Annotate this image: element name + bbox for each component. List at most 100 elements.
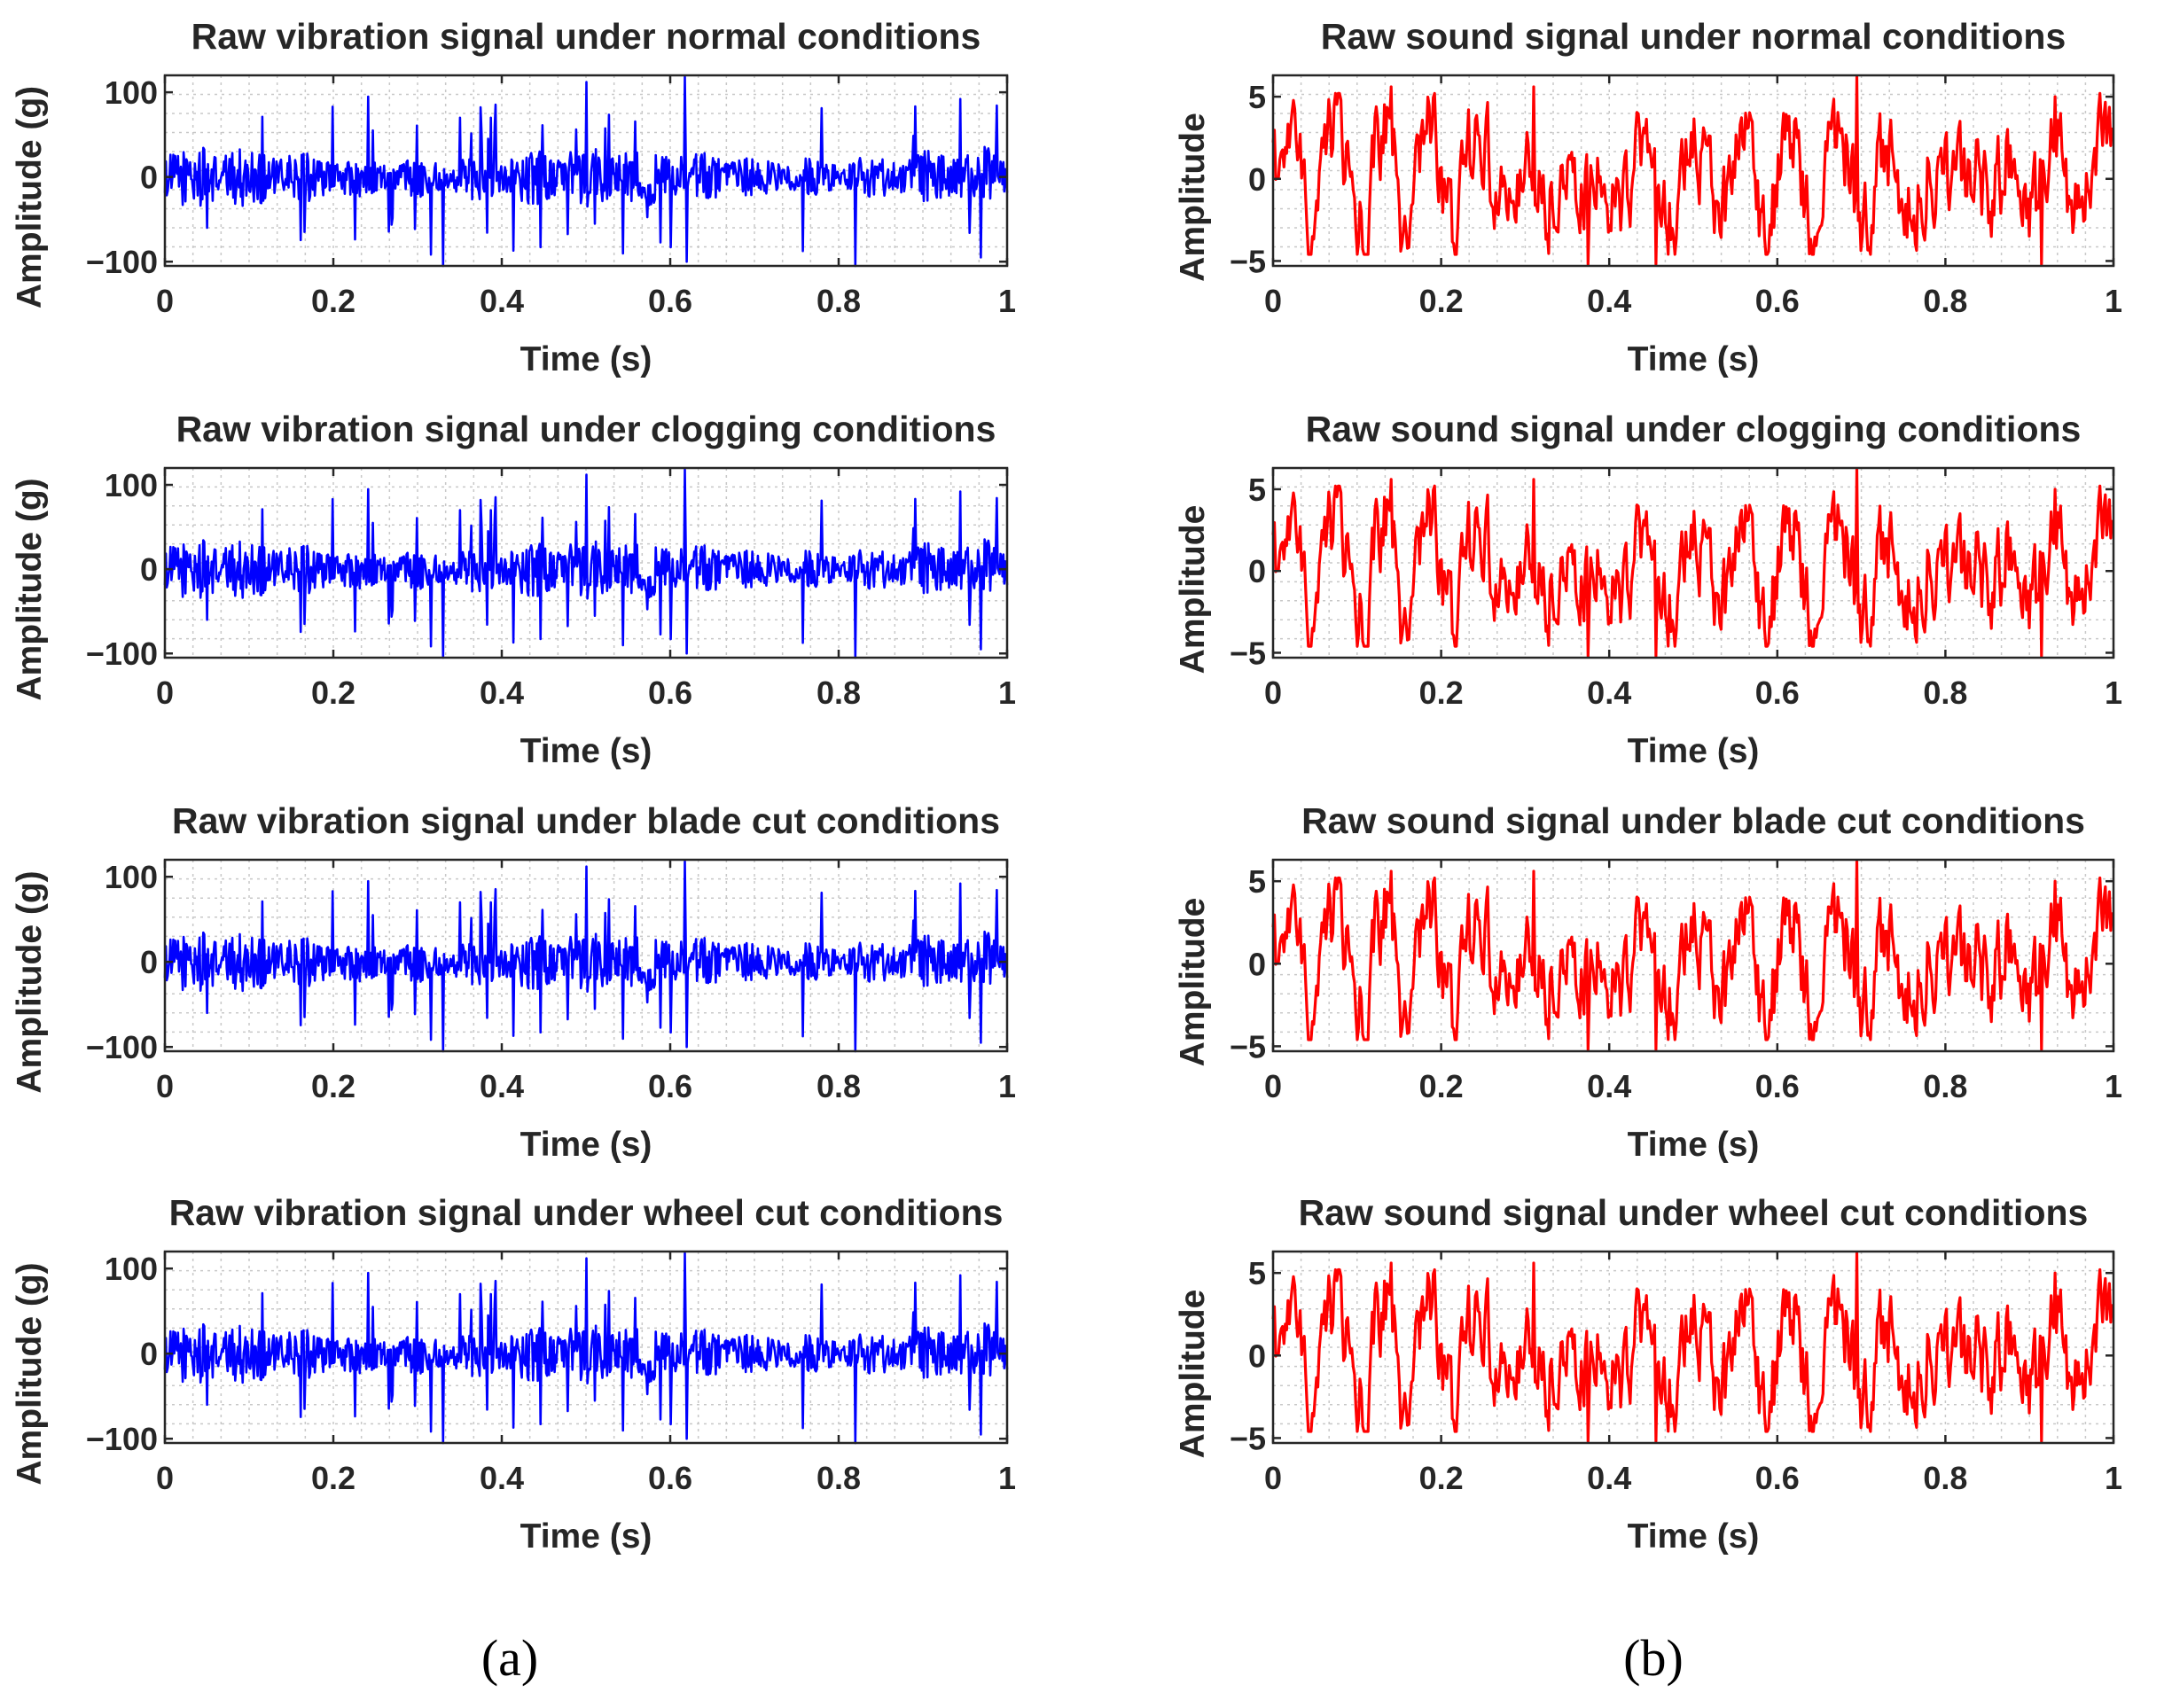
axes-frame (163, 858, 1009, 1053)
y-tick-label: 5 (1248, 79, 1266, 115)
caption-a: (a) (481, 1629, 538, 1687)
x-tick-label: 1 (998, 1460, 1016, 1496)
series-line-vibration (163, 1252, 1009, 1445)
axes-frame (1271, 466, 2115, 659)
y-tick-label: 0 (140, 944, 158, 980)
y-tick-label: −5 (1230, 1420, 1266, 1456)
x-tick-label: 0.4 (1587, 675, 1631, 711)
x-tick-label: 0 (1264, 283, 1282, 319)
y-axis-label: Amplitude (1174, 505, 1212, 675)
x-tick-label: 0.2 (1419, 1460, 1464, 1496)
series-line-sound (1271, 468, 2114, 658)
x-tick-label: 0.6 (1755, 1068, 1800, 1104)
x-tick-label: 0.4 (1587, 283, 1631, 319)
panel-title: Raw sound signal under clogging conditio… (1306, 409, 2082, 449)
panel-title: Raw sound signal under blade cut conditi… (1301, 800, 2085, 841)
x-tick-label: 1 (2105, 1068, 2122, 1104)
x-tick-label: 0.2 (1419, 283, 1464, 319)
x-tick-label: 0.6 (1755, 1460, 1800, 1496)
y-tick-label: −5 (1230, 1028, 1266, 1065)
x-tick-label: 1 (998, 1068, 1016, 1104)
x-tick-label: 1 (2105, 1460, 2122, 1496)
x-tick-label: 1 (998, 283, 1016, 319)
x-tick-label: 0 (156, 1068, 174, 1104)
y-tick-label: 0 (1248, 1338, 1266, 1374)
y-tick-label: 5 (1248, 863, 1266, 900)
x-tick-label: 0 (1264, 1068, 1282, 1104)
axes-frame (1271, 74, 2115, 268)
caption-b: (b) (1623, 1629, 1684, 1687)
y-tick-label: −5 (1230, 243, 1266, 279)
x-tick-label: 0 (156, 1460, 174, 1496)
x-tick-label: 0 (156, 675, 174, 711)
y-tick-label: 100 (105, 74, 158, 111)
y-tick-label: 0 (140, 1336, 158, 1372)
x-tick-label: 0.8 (1923, 283, 1967, 319)
x-tick-label: 0 (156, 283, 174, 319)
x-tick-label: 0.2 (1419, 675, 1464, 711)
x-tick-label: 0.6 (648, 675, 692, 711)
y-tick-label: 0 (1248, 553, 1266, 589)
y-tick-label: −100 (86, 636, 158, 672)
panel-snd-clogging: 0 0.2 0.4 0.6 0.8 1 −5 0 5 Raw sound signal under… (1174, 409, 2122, 770)
x-tick-label: 0.8 (1923, 675, 1967, 711)
y-tick-label: 5 (1248, 472, 1266, 508)
panel-title: Raw sound signal under wheel cut conditi… (1299, 1192, 2089, 1233)
series-line-vibration (163, 75, 1009, 268)
x-tick-label: 0.4 (480, 1460, 524, 1496)
panel-title: Raw vibration signal under wheel cut con… (169, 1192, 1004, 1233)
x-tick-label: 0.6 (648, 283, 692, 319)
x-tick-label: 0.8 (816, 1068, 861, 1104)
y-axis-label: Amplitude (1174, 113, 1212, 282)
x-tick-label: 0.2 (1419, 1068, 1464, 1104)
x-tick-label: 0 (1264, 675, 1282, 711)
y-tick-label: 100 (105, 859, 158, 895)
axes-frame (1271, 1250, 2115, 1445)
x-tick-label: 0.2 (311, 283, 355, 319)
axes-frame (1271, 858, 2115, 1053)
x-tick-label: 0.4 (1587, 1460, 1631, 1496)
y-tick-label: 0 (140, 551, 158, 588)
y-tick-label: 5 (1248, 1255, 1266, 1291)
x-axis-label: Time (s) (520, 1126, 652, 1164)
panel-title: Raw vibration signal under blade cut con… (172, 800, 1000, 841)
x-tick-label: 0.8 (816, 675, 861, 711)
x-axis-label: Time (s) (1628, 1517, 1760, 1556)
y-tick-label: −100 (86, 244, 158, 280)
x-axis-label: Time (s) (1628, 1126, 1760, 1164)
series-line-sound (1271, 75, 2114, 266)
series-line-vibration (163, 468, 1009, 659)
x-tick-label: 0.6 (1755, 675, 1800, 711)
x-tick-label: 1 (2105, 675, 2122, 711)
x-tick-label: 0.8 (816, 1460, 861, 1496)
y-axis-label: Amplitude (1174, 1290, 1212, 1459)
x-axis-label: Time (s) (520, 1517, 652, 1556)
x-tick-label: 0.4 (1587, 1068, 1631, 1104)
series-line-sound (1271, 1252, 2114, 1443)
x-tick-label: 0.4 (480, 1068, 524, 1104)
series-line-sound (1271, 860, 2114, 1051)
y-axis-label: Amplitude (g) (11, 870, 49, 1093)
y-tick-label: 0 (1248, 946, 1266, 982)
panel-snd-wheel: 0 0.2 0.4 0.6 0.8 1 −5 0 5 Raw sound signal under… (1174, 1192, 2122, 1556)
series-line-vibration (163, 860, 1009, 1053)
y-axis-label: Amplitude (1174, 898, 1212, 1067)
y-axis-label: Amplitude (g) (11, 1262, 49, 1485)
panel-title: Raw vibration signal under normal condit… (191, 16, 981, 57)
y-axis-label: Amplitude (g) (11, 478, 49, 700)
y-tick-label: 100 (105, 1251, 158, 1287)
x-axis-label: Time (s) (1628, 732, 1760, 770)
x-tick-label: 0.6 (1755, 283, 1800, 319)
x-tick-label: 0.8 (1923, 1460, 1967, 1496)
x-tick-label: 0.8 (1923, 1068, 1967, 1104)
panel-snd-normal: 0 0.2 0.4 0.6 0.8 1 −5 0 5 Raw sound signal under… (1174, 16, 2122, 378)
y-tick-label: 0 (1248, 161, 1266, 198)
panel-title: Raw vibration signal under clogging cond… (176, 409, 996, 449)
x-tick-label: 0.4 (480, 283, 524, 319)
